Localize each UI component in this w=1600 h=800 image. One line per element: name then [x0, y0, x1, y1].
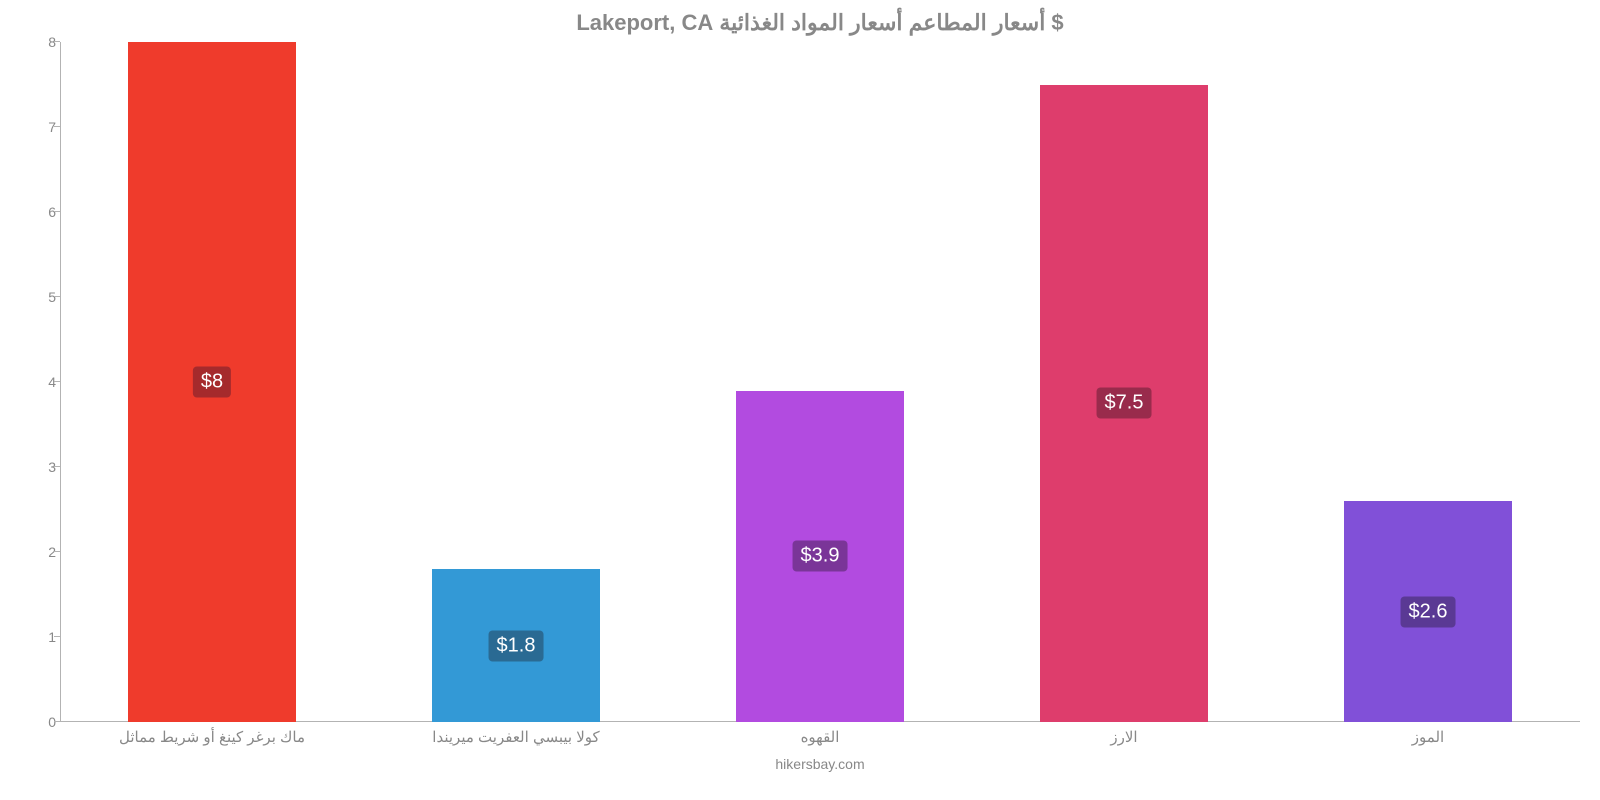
x-category-label: ماك برغر كينغ أو شريط مماثل [119, 728, 305, 746]
bar-value-label: $2.6 [1401, 596, 1456, 627]
y-tick-label: 4 [32, 374, 56, 390]
y-tick-label: 2 [32, 544, 56, 560]
bar: $8 [128, 42, 295, 722]
bar: $2.6 [1344, 501, 1511, 722]
y-tick-label: 0 [32, 714, 56, 730]
bar-value-label: $3.9 [793, 541, 848, 572]
bars-group: $8 $1.8 $3.9 $7.5 $2.6 [60, 42, 1580, 722]
bar: $1.8 [432, 569, 599, 722]
chart-footer: hikersbay.com [60, 756, 1580, 772]
y-tick-label: 5 [32, 289, 56, 305]
chart-title: $ أسعار المطاعم أسعار المواد الغذائية La… [60, 10, 1580, 36]
x-category-label: الارز [1110, 728, 1137, 746]
y-tick-mark [54, 636, 60, 637]
y-tick-label: 3 [32, 459, 56, 475]
x-category-label: كولا بيبسي العفريت ميريندا [432, 728, 599, 746]
y-tick-mark [54, 466, 60, 467]
y-tick-label: 7 [32, 119, 56, 135]
bar-value-label: $1.8 [489, 630, 544, 661]
x-category-label: القهوه [801, 728, 840, 746]
y-axis: 012345678 [32, 42, 60, 722]
y-tick-mark [54, 211, 60, 212]
bar-value-label: $7.5 [1097, 388, 1152, 419]
y-tick-mark [54, 296, 60, 297]
y-tick-label: 1 [32, 629, 56, 645]
x-axis-labels: ماك برغر كينغ أو شريط مماثل كولا بيبسي ال… [60, 722, 1580, 752]
bar: $7.5 [1040, 85, 1207, 723]
y-tick-mark [54, 381, 60, 382]
plot-area: 012345678 $8$1.8$3.9$7.5$2.6 [60, 42, 1580, 722]
y-tick-label: 6 [32, 204, 56, 220]
x-category-label: الموز [1412, 728, 1444, 746]
chart-container: $ أسعار المطاعم أسعار المواد الغذائية La… [60, 10, 1580, 780]
bar: $3.9 [736, 391, 903, 723]
y-tick-mark [54, 126, 60, 127]
bar-value-label: $8 [193, 367, 231, 398]
y-tick-label: 8 [32, 34, 56, 50]
y-tick-mark [54, 41, 60, 42]
y-tick-mark [54, 551, 60, 552]
